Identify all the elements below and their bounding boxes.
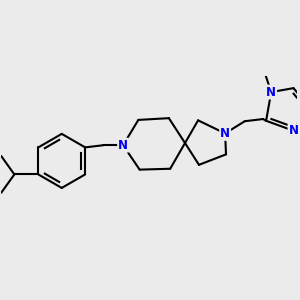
Text: N: N <box>118 139 128 152</box>
Text: N: N <box>289 124 298 137</box>
Text: N: N <box>220 127 230 140</box>
Text: N: N <box>266 85 276 99</box>
